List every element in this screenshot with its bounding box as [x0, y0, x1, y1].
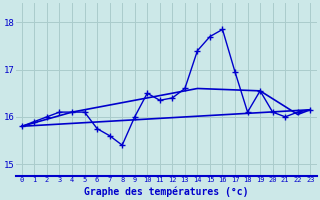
X-axis label: Graphe des températures (°c): Graphe des températures (°c): [84, 186, 248, 197]
